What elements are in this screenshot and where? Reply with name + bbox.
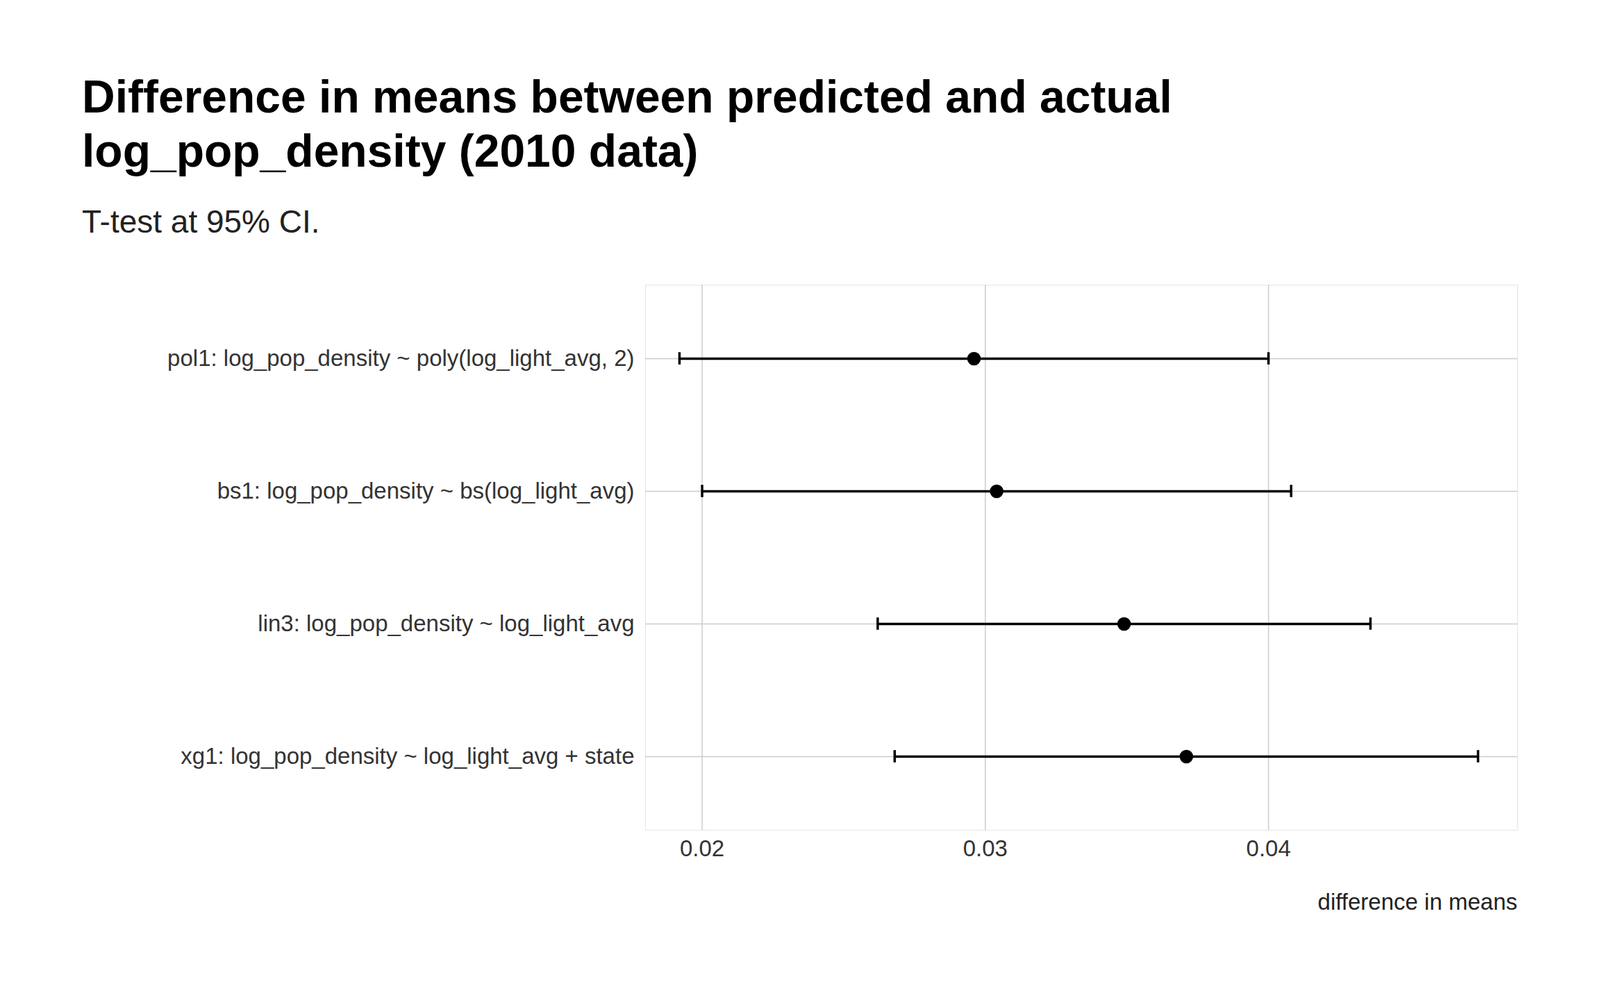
- svg-text:0.04: 0.04: [1246, 835, 1291, 862]
- svg-text:lin3: log_pop_density ~ log_li: lin3: log_pop_density ~ log_light_avg: [257, 610, 635, 637]
- svg-text:xg1: log_pop_density ~ log_lig: xg1: log_pop_density ~ log_light_avg + s…: [180, 743, 635, 769]
- svg-text:0.02: 0.02: [679, 835, 725, 862]
- svg-text:0.03: 0.03: [963, 835, 1008, 862]
- html-text:T-test at 95% CI.: T-test at 95% CI.: [81, 203, 320, 240]
- html-text:Difference in means between pr: Difference in means between predicted an…: [81, 70, 1173, 177]
- svg-text:bs1: log_pop_density ~ bs(log_: bs1: log_pop_density ~ bs(log_light_avg): [217, 477, 635, 504]
- svg-text:pol1: log_pop_density ~ poly(l: pol1: log_pop_density ~ poly(log_light_a…: [167, 345, 635, 371]
- html-text:difference in means: difference in means: [1317, 888, 1518, 915]
